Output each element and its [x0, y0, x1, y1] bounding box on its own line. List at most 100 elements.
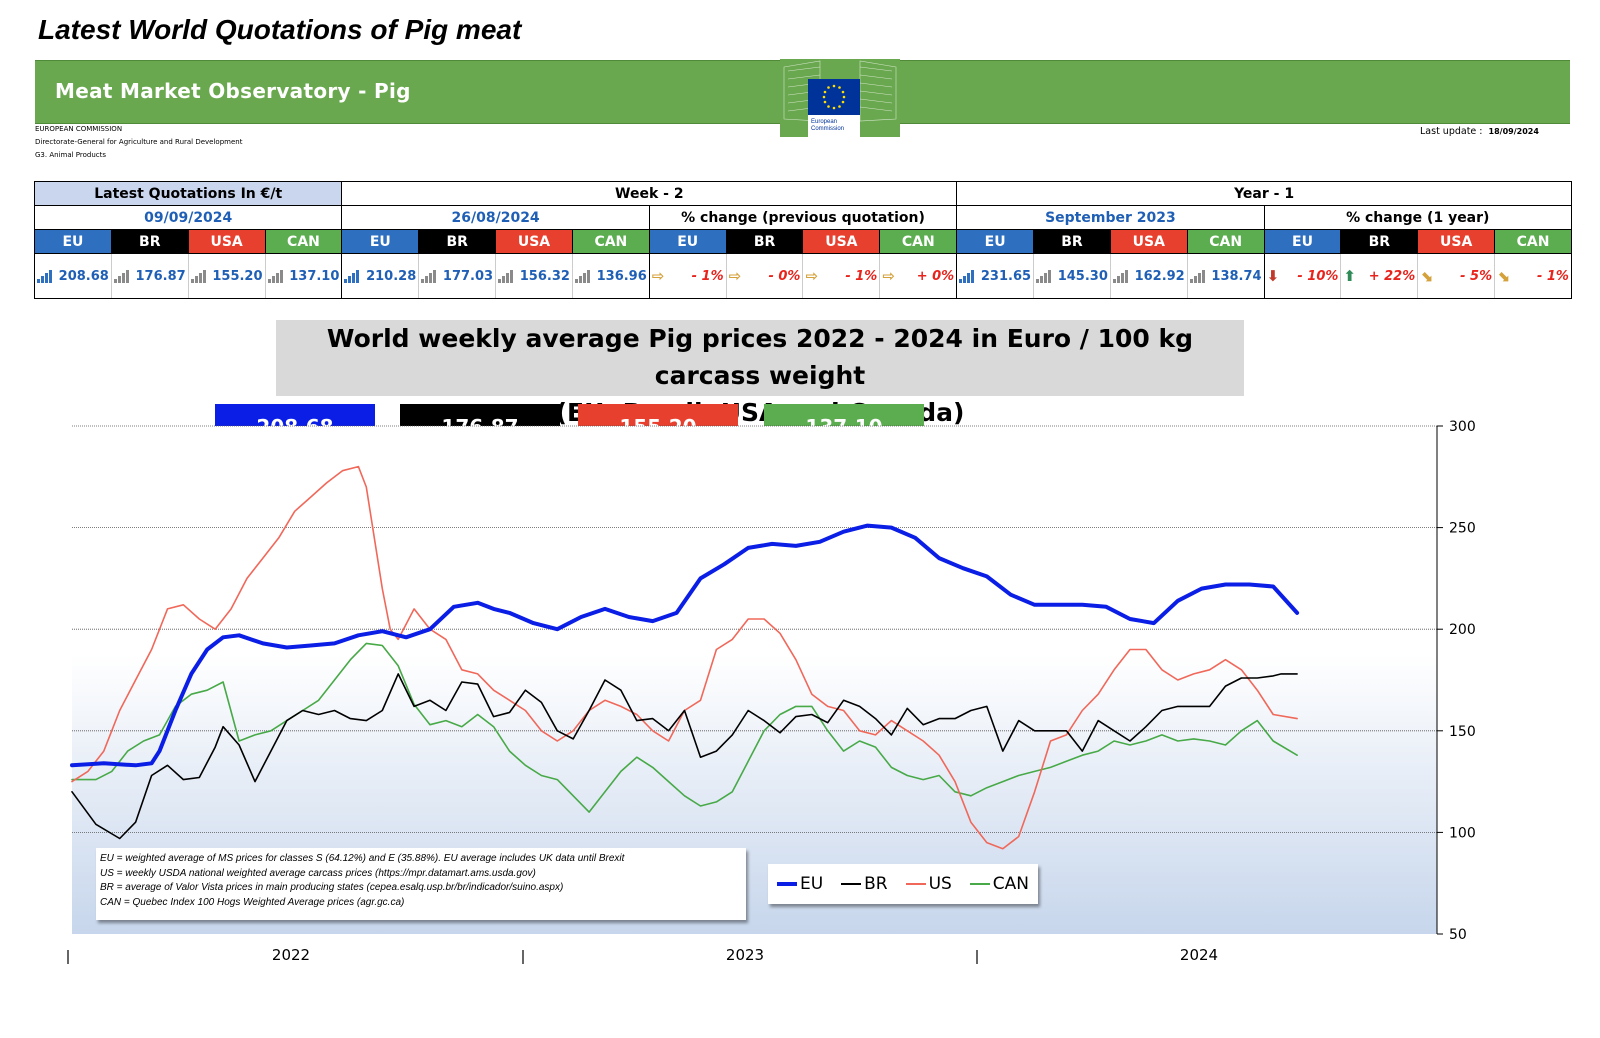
y-tick-label: 150: [1449, 724, 1476, 740]
col-latest-br: BR: [110, 229, 189, 254]
change-cell: ⬇ - 10%: [1263, 253, 1342, 299]
value-cell: 177.03: [418, 253, 497, 299]
week-header: Week - 2: [341, 181, 958, 206]
col-year-br: BR: [1033, 229, 1111, 254]
pct-yearchg-br: + 22%: [1368, 268, 1416, 284]
bar-chart-icon: [421, 270, 437, 283]
european-commission-logo: European Commission: [780, 59, 900, 137]
change-cell: ⇨ - 1%: [648, 253, 727, 299]
note-us: US = weekly USDA national weighted avera…: [100, 867, 536, 879]
y-tick-label: 300: [1449, 419, 1476, 435]
x-year-label: 2022: [272, 946, 310, 964]
value-latest-eu: 208.68: [58, 268, 109, 284]
value-cell: 155.20: [187, 253, 266, 299]
col-week-usa: USA: [495, 229, 573, 254]
value-week-usa: 156.32: [519, 268, 570, 284]
value-week-br: 177.03: [442, 268, 494, 284]
col-yearchg-eu: EU: [1263, 229, 1342, 254]
value-latest-br: 176.87: [135, 268, 186, 284]
col-weekchg-eu: EU: [648, 229, 727, 254]
change-cell: ⬆ + 22%: [1340, 253, 1419, 299]
value-cell: 162.92: [1109, 253, 1188, 299]
legend-can: CAN: [969, 874, 1030, 894]
bar-chart-icon: [113, 270, 129, 283]
value-week-can: 136.96: [596, 268, 647, 284]
col-yearchg-usa: USA: [1417, 229, 1496, 254]
col-week-eu: EU: [341, 229, 420, 254]
chart-title: World weekly average Pig prices 2022 - 2…: [276, 320, 1244, 427]
last-update: Last update : 18/09/2024: [1420, 126, 1539, 137]
bar-chart-icon: [267, 270, 283, 283]
value-year-can: 138.74: [1211, 268, 1262, 284]
note-eu: EU = weighted average of MS prices for c…: [100, 853, 625, 864]
series-can-line: [71, 642, 1298, 813]
pct-weekchg-can: + 0%: [916, 268, 955, 284]
last-update-label: Last update :: [1420, 126, 1483, 137]
col-weekchg-usa: USA: [802, 229, 881, 254]
col-latest-can: CAN: [264, 229, 343, 254]
col-week-can: CAN: [571, 229, 650, 254]
pct-weekchg-usa: - 1%: [845, 268, 878, 284]
col-weekchg-can: CAN: [879, 229, 958, 254]
banner-title: Meat Market Observatory - Pig: [55, 79, 411, 103]
y-tick-label: 50: [1449, 927, 1467, 943]
legend-eu-label: EU: [799, 874, 824, 894]
y-tick-label: 200: [1449, 622, 1476, 638]
logo-text-2: Commission: [811, 126, 844, 132]
bar-chart-icon: [190, 270, 206, 283]
column-names-row: EU BR USA CAN EU BR USA CAN EU BR USA CAN EU BR USA CAN…: [34, 229, 1572, 254]
value-cell: 137.10: [264, 253, 343, 299]
last-update-value: 18/09/2024: [1488, 127, 1539, 136]
col-latest-usa: USA: [187, 229, 266, 254]
eu-latest-pill: 208.68: [215, 404, 375, 450]
y-tick-label: 250: [1449, 521, 1476, 537]
bar-chart-icon: [959, 270, 975, 283]
col-year-eu: EU: [956, 229, 1035, 254]
latest-header: Latest Quotations In €/t: [33, 181, 343, 206]
change-cell: ⇨ - 1%: [802, 253, 881, 299]
col-yearchg-br: BR: [1340, 229, 1419, 254]
series-br-line: [71, 673, 1298, 840]
pct-weekchg-eu: - 1%: [691, 268, 724, 284]
col-weekchg-br: BR: [725, 229, 804, 254]
col-yearchg-can: CAN: [1494, 229, 1572, 254]
legend-eu: EU: [776, 874, 824, 894]
notes-box: EU = weighted average of MS prices for c…: [96, 848, 746, 920]
value-cell: 231.65: [956, 253, 1035, 299]
value-week-eu: 210.28: [366, 268, 417, 284]
bar-chart-icon: [498, 270, 514, 283]
values-row: 208.68 176.87 155.20 137.10 210.28 177.03 156.…: [34, 253, 1572, 299]
bar-chart-icon: [1036, 270, 1052, 283]
down-right-arrow-icon: ⬊: [1497, 267, 1510, 285]
pct-yearchg-usa: - 5%: [1460, 268, 1493, 284]
right-arrow-icon: ⇨: [882, 267, 895, 285]
change-cell: ⬊ - 1%: [1494, 253, 1572, 299]
change-cell: ⇨ - 0%: [725, 253, 804, 299]
eu-stars-icon: [822, 84, 846, 110]
value-cell: 138.74: [1186, 253, 1265, 299]
value-year-br: 145.30: [1057, 268, 1108, 284]
value-year-usa: 162.92: [1134, 268, 1185, 284]
year-date: September 2023: [956, 205, 1265, 230]
series-eu-line: [70, 523, 1300, 768]
year-header: Year - 1: [956, 181, 1572, 206]
legend-us: US: [905, 874, 952, 894]
br-latest-pill: 176.87: [400, 404, 560, 450]
value-cell: 156.32: [495, 253, 573, 299]
x-year-label: 2023: [726, 946, 764, 964]
pct-yearchg-can: - 1%: [1536, 268, 1569, 284]
col-year-can: CAN: [1186, 229, 1265, 254]
x-year-label: 2024: [1180, 946, 1218, 964]
can-latest-pill: 137.10: [764, 404, 924, 450]
bar-chart-icon: [344, 270, 360, 283]
unit-name: G3. Animal Products: [35, 151, 107, 159]
right-arrow-icon: ⇨: [651, 267, 665, 285]
header-banner: Meat Market Observatory - Pig European C…: [35, 59, 1570, 137]
up-arrow-icon: ⬆: [1343, 267, 1356, 285]
note-can: CAN = Quebec Index 100 Hogs Weighted Ave…: [100, 896, 405, 908]
logo-text-1: European: [811, 119, 837, 125]
change-cell: ⬊ - 5%: [1417, 253, 1496, 299]
value-latest-can: 137.10: [289, 268, 340, 284]
legend-us-label: US: [928, 874, 952, 894]
legend-can-label: CAN: [992, 874, 1030, 894]
